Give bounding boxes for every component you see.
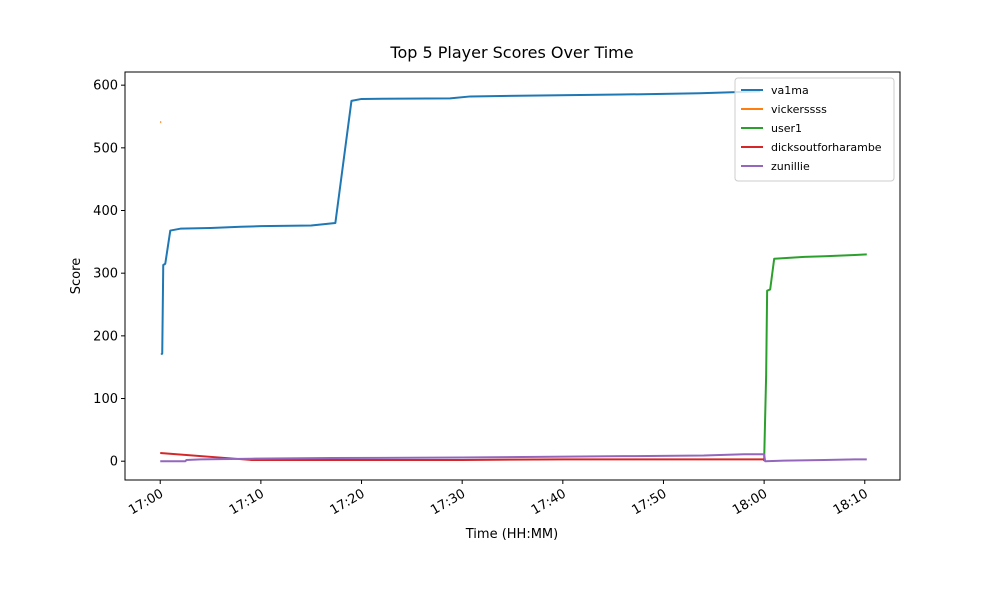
series-line: [763, 253, 867, 462]
y-tick-label: 400: [93, 204, 118, 219]
y-axis-label: Score: [69, 258, 84, 294]
legend-box: [734, 77, 895, 182]
series-line: [160, 90, 761, 356]
y-tick-label: 600: [93, 79, 118, 94]
legend-label: vickerssss: [771, 103, 827, 116]
x-tick-label: 17:50: [630, 486, 670, 518]
chart-title: Top 5 Player Scores Over Time: [389, 43, 633, 62]
legend: va1ma vickerssss user1 dicksoutforharambe zu…: [734, 77, 895, 182]
series-line: [160, 452, 765, 461]
x-tick-label: 17:10: [227, 486, 267, 518]
x-tick-label: 17:00: [126, 486, 166, 518]
y-tick-label: 100: [93, 392, 118, 407]
series-line: [160, 453, 867, 463]
legend-label: user1: [771, 122, 802, 135]
y-tick-label: 0: [110, 455, 118, 470]
legend-label: va1ma: [771, 84, 809, 97]
y-tick-label: 200: [93, 329, 118, 344]
x-tick-label: 17:20: [328, 486, 368, 518]
axes-frame: [124, 71, 901, 481]
legend-label: zunillie: [771, 160, 810, 173]
x-tick-label: 17:40: [529, 486, 569, 518]
legend-label: dicksoutforharambe: [771, 141, 882, 154]
y-tick-label: 300: [93, 267, 118, 282]
y-tick-label: 500: [93, 141, 118, 156]
x-axis-label: Time (HH:MM): [465, 527, 558, 542]
x-tick-label: 18:00: [730, 486, 770, 518]
x-tick-label: 17:30: [428, 486, 468, 518]
x-tick-label: 18:10: [831, 486, 871, 518]
